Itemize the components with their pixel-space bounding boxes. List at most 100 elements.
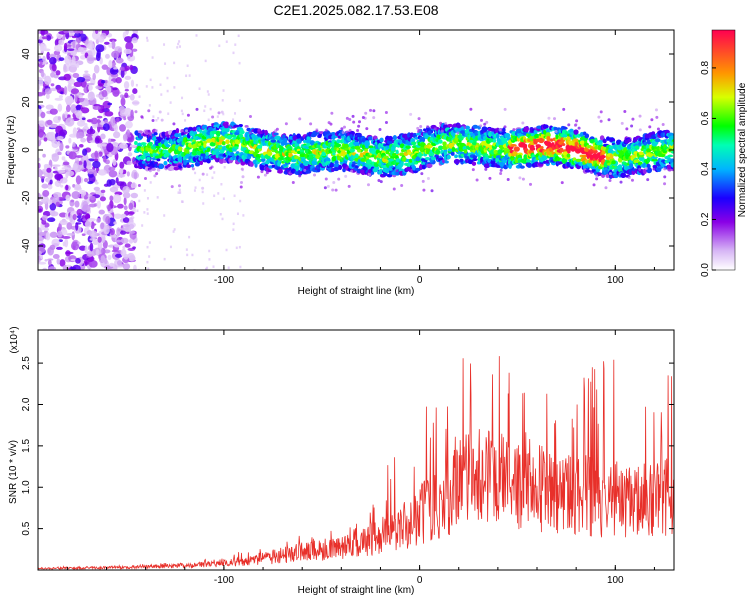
noise-cell <box>59 259 66 267</box>
streak-cell <box>194 171 197 175</box>
scatter-cell <box>625 127 629 131</box>
noise-cell <box>66 48 75 51</box>
noise-cell <box>55 70 61 76</box>
streak-cell <box>206 90 209 93</box>
noise-cell <box>89 195 96 201</box>
scatter-cell <box>257 128 261 132</box>
streak-cell <box>204 105 207 108</box>
signal-cell <box>646 163 651 169</box>
signal-cell <box>562 137 568 141</box>
scatter-cell <box>240 167 244 171</box>
scatter-cell <box>309 122 313 126</box>
noise-cell <box>100 234 106 244</box>
signal-cell <box>418 151 422 158</box>
noise-cell <box>132 246 136 250</box>
signal-cell <box>225 139 230 145</box>
noise-cell <box>116 117 120 123</box>
noise-cell <box>65 145 70 149</box>
noise-cell <box>109 228 115 236</box>
noise-cell <box>84 70 89 74</box>
noise-cell <box>108 42 113 48</box>
signal-cell <box>463 149 468 154</box>
noise-cell <box>42 189 50 197</box>
noise-cell <box>49 179 53 185</box>
noise-cell <box>75 155 83 158</box>
scatter-cell <box>604 186 608 190</box>
signal-cell <box>257 144 263 149</box>
streak-cell <box>222 112 225 116</box>
scatter-cell <box>186 113 190 117</box>
scatter-cell <box>241 175 245 179</box>
scatter-cell <box>440 129 444 133</box>
noise-cell <box>123 205 128 211</box>
noise-cell <box>47 217 56 223</box>
noise-cell <box>75 104 81 112</box>
noise-cell <box>52 253 60 260</box>
scatter-cell <box>646 178 650 182</box>
noise-cell <box>58 57 65 62</box>
x-tick-label: 0 <box>417 275 423 286</box>
signal-cell <box>338 164 343 170</box>
scatter-cell <box>463 126 467 130</box>
scatter-cell <box>265 171 269 175</box>
streak-cell <box>164 62 167 65</box>
noise-cell <box>72 146 80 150</box>
streak-cell <box>137 268 140 270</box>
streak-cell <box>180 109 183 113</box>
scatter-cell <box>599 110 603 114</box>
chart-title: C2E1.2025.082.17.53.E08 <box>273 2 438 18</box>
scatter-cell <box>553 117 557 121</box>
signal-cell <box>584 133 590 139</box>
noise-cell <box>46 119 53 126</box>
scatter-cell <box>638 128 642 132</box>
scatter-cell <box>630 124 634 128</box>
signal-cell <box>296 138 302 144</box>
snr-y-label: SNR (10 * v/v) <box>8 440 19 504</box>
streak-cell <box>223 166 226 169</box>
colorbar-tick-label: 0.6 <box>700 111 711 125</box>
noise-cell <box>74 183 81 190</box>
signal-cell <box>370 171 375 175</box>
signal-cell <box>529 144 535 149</box>
noise-cell <box>72 163 79 171</box>
signal-cell <box>156 158 161 162</box>
noise-cell <box>101 79 106 84</box>
noise-cell <box>42 55 46 63</box>
noise-cell <box>100 133 106 140</box>
noise-cell <box>63 63 67 71</box>
noise-cell <box>74 200 80 208</box>
noise-cell <box>56 258 61 265</box>
noise-cell <box>41 183 49 189</box>
noise-cell <box>47 184 53 190</box>
streak-cell <box>237 34 240 38</box>
noise-cell <box>62 161 70 166</box>
signal-cell <box>419 142 426 148</box>
signal-cell <box>617 157 623 163</box>
noise-cell <box>59 129 68 136</box>
noise-cell <box>71 35 77 39</box>
streak-cell <box>148 255 151 258</box>
noise-cell <box>77 241 81 245</box>
noise-cell <box>38 250 42 256</box>
scatter-cell <box>554 129 558 133</box>
scatter-cell <box>488 176 492 180</box>
scatter-cell <box>372 109 376 113</box>
signal-cell <box>310 140 315 146</box>
scatter-cell <box>291 180 295 184</box>
snr-panel: -100 0 100 0.5 1.0 1.5 2.0 2.5 Height of straig… <box>8 326 675 596</box>
signal-cell <box>373 135 378 140</box>
streak-cell <box>206 266 209 270</box>
noise-cell <box>124 65 130 71</box>
streak-cell <box>146 260 149 264</box>
signal-cell <box>299 153 306 158</box>
signal-cell <box>592 149 598 154</box>
scatter-cell <box>627 176 631 180</box>
scatter-cell <box>195 107 199 111</box>
y-tick-label: -40 <box>21 238 32 253</box>
noise-cell <box>132 30 138 33</box>
noise-cell <box>124 36 133 43</box>
signal-cell <box>423 128 427 132</box>
signal-cell <box>611 160 616 165</box>
noise-cell <box>74 110 83 116</box>
signal-cell <box>640 148 644 152</box>
